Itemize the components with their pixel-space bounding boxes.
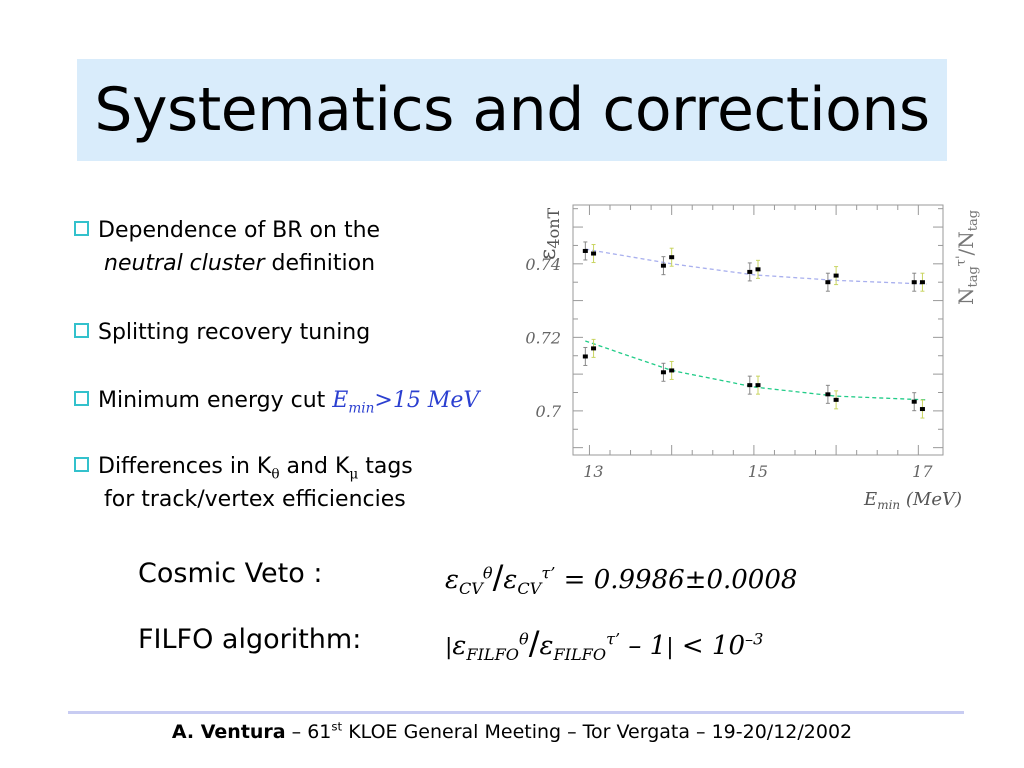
cosmic-veto-label: Cosmic Veto : (138, 558, 323, 589)
data-point (833, 397, 839, 402)
data-point (755, 383, 761, 388)
data-point (825, 280, 831, 285)
y-tick-label: 0.7 (536, 402, 562, 421)
bullet-energy-cut: Minimum energy cut Emin>15 MeV (74, 384, 479, 417)
data-point (919, 407, 925, 412)
footer-divider (68, 711, 964, 714)
x-tick-label: 13 (583, 462, 603, 481)
bullet-text: Minimum energy cut (98, 388, 333, 413)
bullet-square-icon (74, 457, 89, 472)
bullet-italic-text: neutral cluster (104, 251, 265, 276)
bullet-neutral-cluster: Dependence of BR on the neutral cluster … (74, 214, 380, 280)
bullet-text: definition (264, 251, 376, 276)
data-point (911, 399, 917, 404)
data-point (591, 346, 597, 351)
footer: A. Ventura – 61st KLOE General Meeting –… (171, 719, 853, 743)
x-tick-label: 17 (912, 462, 933, 481)
data-point (669, 255, 675, 260)
data-point (919, 280, 925, 285)
data-point (591, 251, 597, 256)
data-point (911, 280, 917, 285)
data-point (582, 354, 588, 359)
fit-curves (585, 248, 927, 401)
fit-curve (585, 340, 927, 401)
data-point (833, 273, 839, 278)
data-point (825, 392, 831, 397)
cosmic-veto-formula: εCVθ/εCVτ’ = 0.9986±0.0008 (445, 558, 798, 599)
x-tick-labels: 13 15 17 (583, 462, 933, 481)
axis-ticks (573, 205, 943, 455)
filfo-formula: |εFILFOθ/εFILFOτ’ – 1| < 10–3 (445, 624, 764, 665)
bullet-square-icon (74, 221, 89, 236)
data-point (755, 267, 761, 272)
y-tick-labels: 0.74 0.72 0.7 (525, 255, 561, 421)
data-point (660, 370, 666, 375)
footer-author: A. Ventura (171, 721, 286, 743)
efficiency-chart: 0.74 0.72 0.7 13 15 17 ε4onT Ntagτ'/Ntag Emi… (525, 204, 981, 512)
footer-meeting: KLOE General Meeting – Tor Vergata – 19-… (342, 721, 853, 743)
plot-frame (572, 204, 944, 456)
data-points (582, 241, 925, 419)
x-tick-label: 15 (748, 462, 768, 481)
bullet-tags: Differences in Kθ and Kμ tags for track/… (74, 450, 413, 516)
y-axis-label-left: ε4onT (536, 207, 563, 260)
filfo-label: FILFO algorithm: (138, 624, 362, 655)
data-point (669, 368, 675, 373)
bullet-text: for track/vertex efficiencies (104, 487, 406, 512)
fit-curve (585, 248, 927, 285)
bullet-splitting: Splitting recovery tuning (74, 316, 370, 349)
bullet-square-icon (74, 391, 89, 406)
bullet-square-icon (74, 323, 89, 338)
data-point (660, 263, 666, 268)
y-axis-label-right: Ntagτ'/Ntag (954, 210, 981, 305)
bullet-text: Splitting recovery tuning (98, 320, 371, 345)
slide-title: Systematics and corrections (94, 75, 930, 145)
emin-cut-value: Emin>15 MeV (332, 388, 480, 417)
data-point (747, 383, 753, 388)
data-point (582, 248, 588, 253)
title-box: Systematics and corrections (77, 59, 947, 161)
bullet-text: Dependence of BR on the (98, 218, 381, 243)
y-tick-label: 0.74 (525, 255, 561, 274)
y-tick-label: 0.72 (525, 328, 561, 347)
bullet-text: Differences in K (98, 454, 272, 479)
x-axis-label: Emin (MeV) (863, 489, 962, 512)
data-point (747, 269, 753, 274)
